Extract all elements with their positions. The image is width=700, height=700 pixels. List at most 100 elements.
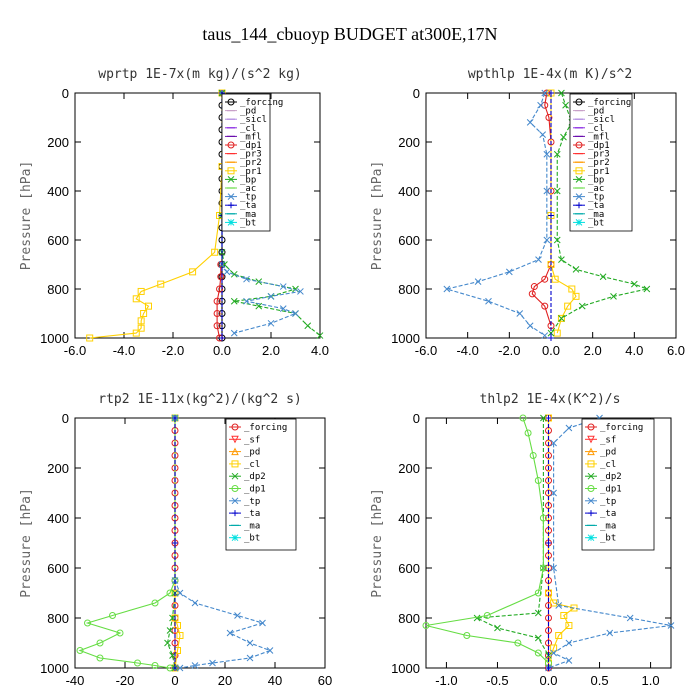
- data-point: [545, 540, 552, 546]
- data-point: [572, 292, 580, 300]
- legend-label: _dp1: [240, 141, 262, 151]
- panel-title: wpthlp 1E-4x(m K)/s^2: [468, 67, 632, 82]
- legend-marker: [575, 176, 583, 183]
- legend-label: _pd: [244, 448, 260, 458]
- data-point: [565, 639, 573, 647]
- data-point: [545, 614, 552, 622]
- x-tick-label: 1.0: [642, 673, 660, 688]
- data-point: [643, 285, 651, 293]
- legend-marker: [575, 193, 583, 200]
- data-point: [84, 619, 91, 627]
- legend-label: _pd: [588, 107, 604, 117]
- y-tick-label: 800: [398, 282, 420, 297]
- legend-label: _forcing: [588, 98, 631, 108]
- legend: _forcing_pd_sicl_cl_mfl_dp1_pr3_pr2_pr1_…: [221, 93, 283, 232]
- y-tick-label: 600: [47, 233, 69, 248]
- data-point: [213, 310, 221, 317]
- y-tick-label: 800: [47, 611, 69, 626]
- legend-marker: [227, 219, 235, 226]
- panel-title: thlp2 1E-4x(K^2)/s: [480, 392, 621, 407]
- legend-marker: [231, 423, 239, 431]
- legend-label: _pd: [240, 107, 256, 117]
- data-point: [213, 322, 221, 330]
- data-point: [606, 629, 614, 637]
- data-point: [230, 297, 238, 305]
- y-tick-label: 600: [398, 233, 420, 248]
- x-tick-label: 0.0: [539, 673, 557, 688]
- legend-label: _ac: [588, 184, 604, 194]
- legend: _forcing _sf _pd _cl _dp2 _dp1 _tp _ta _ma _bt: [581, 418, 655, 551]
- legend-label: _ta: [588, 201, 604, 211]
- data-point: [534, 589, 542, 597]
- data-point: [550, 489, 557, 497]
- legend-marker: [575, 167, 583, 175]
- data-point: [292, 310, 299, 317]
- data-point: [243, 275, 250, 283]
- x-tick-label: -2.0: [498, 343, 520, 358]
- data-point: [132, 329, 140, 337]
- data-point: [443, 285, 451, 293]
- data-point: [560, 133, 567, 141]
- series-line: [425, 417, 549, 664]
- chart-panel-1: wprtp 1E-7x(m kg)/(s^2 kg) Pressure [hPa]…: [19, 67, 329, 358]
- data-point: [526, 119, 534, 126]
- data-point: [151, 599, 159, 607]
- data-point: [528, 290, 536, 298]
- data-point: [266, 647, 274, 654]
- legend-label: _ta: [600, 509, 616, 519]
- data-point: [176, 664, 184, 672]
- data-point: [548, 90, 554, 96]
- x-tick-label: -6.0: [415, 343, 437, 358]
- x-tick-label: -20: [116, 673, 135, 688]
- legend-marker: [228, 202, 234, 209]
- y-tick-label: 200: [398, 461, 420, 476]
- data-point: [541, 275, 549, 283]
- data-point: [519, 414, 527, 422]
- data-point: [558, 315, 565, 322]
- legend-marker: [231, 534, 239, 542]
- data-point: [474, 278, 482, 286]
- data-point: [166, 589, 174, 597]
- data-point: [534, 634, 542, 642]
- data-point: [259, 619, 266, 627]
- data-point: [551, 275, 559, 283]
- chart-panel-3: rtp2 1E-11x(kg^2)/(kg^2 s) Pressure [hPa]…: [19, 392, 332, 688]
- legend-label: _ma: [600, 521, 616, 531]
- chart-panel-4: thlp2 1E-4x(K^2)/s Pressure [hPa] -1.0 -0.5…: [370, 392, 675, 688]
- x-tick-label: 4.0: [311, 343, 329, 358]
- legend-label: _pr3: [240, 150, 262, 160]
- data-point: [230, 329, 238, 337]
- data-point: [610, 292, 617, 300]
- legend-label: _tp: [600, 497, 616, 507]
- data-point: [534, 609, 542, 617]
- legend-marker: [231, 485, 239, 492]
- data-point: [217, 273, 225, 281]
- data-point: [564, 302, 572, 310]
- data-point: [565, 657, 573, 664]
- data-point: [543, 150, 551, 158]
- data-point: [558, 256, 565, 263]
- legend-label: _sf: [244, 435, 260, 445]
- legend-marker: [587, 534, 595, 542]
- legend-label: _dp2: [244, 472, 266, 482]
- data-point: [550, 649, 557, 657]
- data-point: [172, 665, 178, 671]
- data-point: [86, 334, 94, 342]
- data-point: [166, 627, 174, 634]
- y-tick-label: 400: [398, 511, 420, 526]
- data-point: [537, 101, 544, 109]
- series-line: [550, 92, 649, 334]
- data-point: [560, 612, 568, 619]
- data-point: [545, 665, 552, 671]
- legend-label: _bt: [240, 218, 256, 228]
- y-tick-label: 0: [413, 411, 420, 426]
- legend-marker: [587, 485, 595, 492]
- y-axis-label: Pressure [hPa]: [370, 161, 385, 271]
- legend-label: _forcing: [240, 98, 283, 108]
- data-point: [96, 654, 104, 662]
- data-point: [116, 629, 124, 637]
- legend-marker: [231, 460, 239, 468]
- y-tick-label: 0: [413, 86, 420, 101]
- series_ta: [548, 90, 554, 341]
- legend-box: [581, 418, 655, 551]
